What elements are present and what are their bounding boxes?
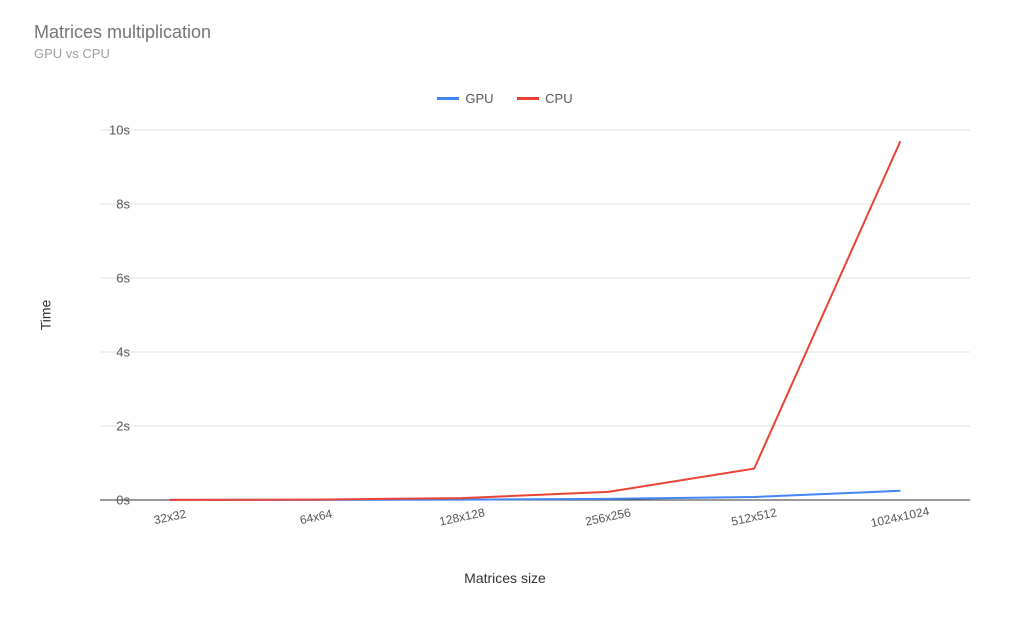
chart-container: Matrices multiplication GPU vs CPU GPU C… bbox=[0, 0, 1010, 625]
legend-swatch-cpu bbox=[517, 97, 539, 100]
legend-swatch-gpu bbox=[437, 97, 459, 100]
ytick-label: 4s bbox=[90, 345, 130, 360]
legend-item-cpu: CPU bbox=[517, 91, 572, 106]
xtick-label: 512x512 bbox=[730, 505, 778, 528]
xtick-label: 256x256 bbox=[584, 505, 632, 528]
legend-label-cpu: CPU bbox=[545, 91, 572, 106]
x-axis-title: Matrices size bbox=[0, 570, 1010, 586]
series-line-cpu bbox=[170, 141, 901, 500]
xtick-label: 64x64 bbox=[298, 507, 333, 527]
xtick-label: 128x128 bbox=[438, 505, 486, 528]
chart-title: Matrices multiplication bbox=[34, 22, 211, 43]
plot-svg bbox=[100, 130, 970, 500]
ytick-label: 2s bbox=[90, 419, 130, 434]
ytick-label: 0s bbox=[90, 493, 130, 508]
legend-item-gpu: GPU bbox=[437, 91, 493, 106]
ytick-label: 6s bbox=[90, 271, 130, 286]
xtick-label: 1024x1024 bbox=[870, 504, 931, 530]
xtick-label: 32x32 bbox=[152, 507, 187, 527]
chart-subtitle: GPU vs CPU bbox=[34, 46, 110, 61]
ytick-label: 10s bbox=[90, 123, 130, 138]
y-axis-title: Time bbox=[37, 300, 53, 331]
chart-legend: GPU CPU bbox=[0, 88, 1010, 106]
legend-label-gpu: GPU bbox=[465, 91, 493, 106]
ytick-label: 8s bbox=[90, 197, 130, 212]
plot-area bbox=[100, 130, 970, 500]
